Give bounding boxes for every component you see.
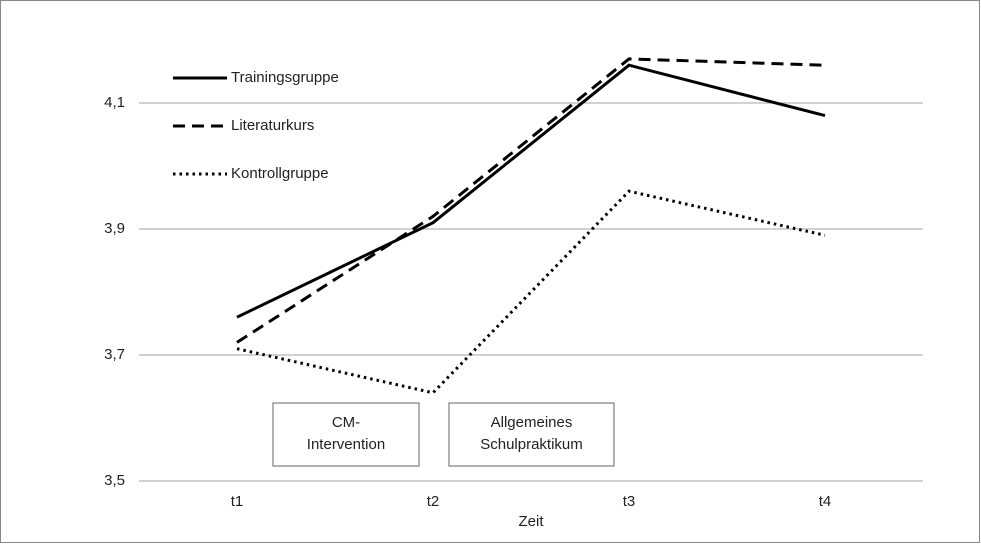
annotation-text: Intervention [307, 436, 385, 453]
legend-label: Trainingsgruppe [231, 69, 339, 86]
annotation-text: CM- [332, 414, 360, 431]
x-axis-label: Zeit [518, 513, 544, 530]
annotation-box [448, 402, 615, 467]
annotation-box [272, 402, 420, 467]
x-tick-label: t3 [623, 493, 636, 510]
series-line [236, 57, 826, 344]
y-tick-label: 3,5 [104, 472, 125, 489]
annotation-text: Schulpraktikum [480, 436, 583, 453]
x-tick-label: t4 [819, 493, 832, 510]
x-tick-label: t2 [427, 493, 440, 510]
legend-label: Literaturkurs [231, 117, 314, 134]
x-tick-label: t1 [231, 493, 244, 510]
y-tick-label: 4,1 [104, 94, 125, 111]
legend-label: Kontrollgruppe [231, 165, 329, 182]
y-tick-label: 3,9 [104, 220, 125, 237]
series-line [236, 63, 826, 319]
y-tick-label: 3,7 [104, 346, 125, 363]
annotation-text: Allgemeines [491, 414, 573, 431]
